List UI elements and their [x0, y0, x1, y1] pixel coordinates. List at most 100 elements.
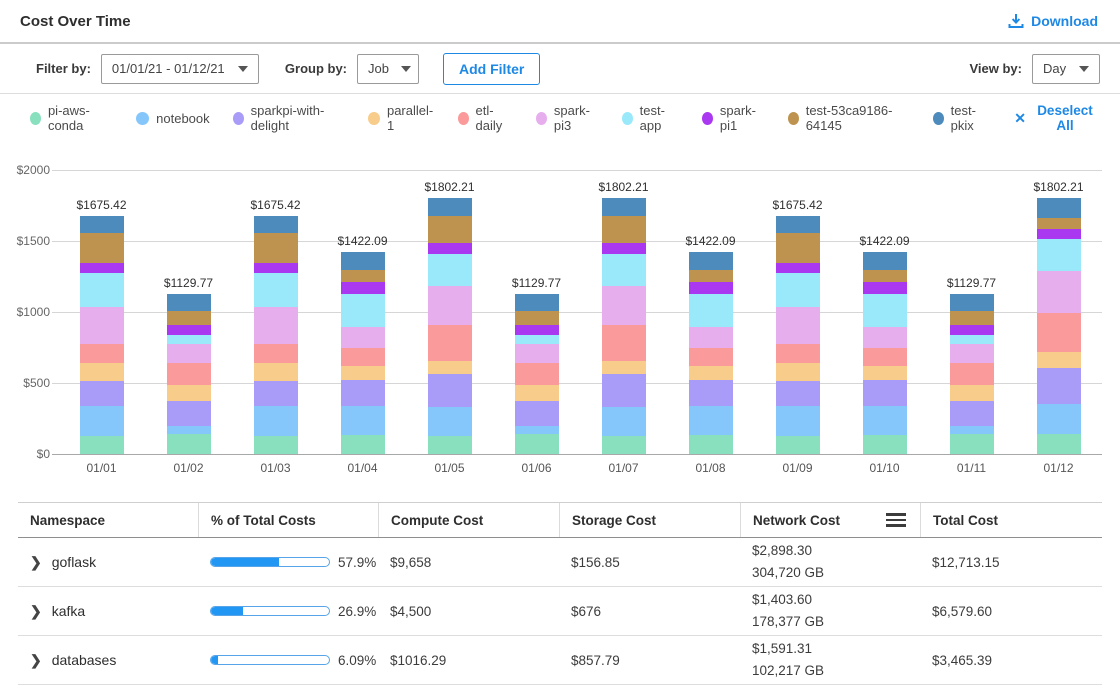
- chevron-right-icon[interactable]: ❯: [30, 652, 42, 669]
- bar-segment-spark-pi1[interactable]: [428, 243, 472, 254]
- legend-item-pi-aws-conda[interactable]: pi-aws-conda: [30, 103, 113, 133]
- namespace-cell[interactable]: ❯goflask: [18, 538, 198, 586]
- bar-segment-notebook[interactable]: [341, 406, 385, 435]
- bar-segment-parallel-1[interactable]: [1037, 352, 1081, 368]
- bar-segment-notebook[interactable]: [689, 406, 733, 435]
- stacked-bar[interactable]: [167, 294, 211, 454]
- bar-segment-test-app[interactable]: [515, 335, 559, 344]
- bar-segment-test-app[interactable]: [776, 273, 820, 307]
- bar-segment-test-app[interactable]: [689, 294, 733, 327]
- stacked-bar[interactable]: [689, 252, 733, 454]
- bar-segment-sparkpi-with-delight[interactable]: [1037, 368, 1081, 404]
- bar-segment-notebook[interactable]: [1037, 404, 1081, 434]
- bar-segment-spark-pi1[interactable]: [80, 263, 124, 273]
- date-range-dropdown[interactable]: 01/01/21 - 01/12/21: [101, 54, 259, 84]
- bar-segment-sparkpi-with-delight[interactable]: [80, 381, 124, 406]
- bar-segment-pi-aws-conda[interactable]: [689, 435, 733, 454]
- bar-segment-spark-pi3[interactable]: [254, 307, 298, 344]
- bar-segment-etl-daily[interactable]: [341, 348, 385, 366]
- bar-segment-test-pkix[interactable]: [1037, 198, 1081, 218]
- bar-segment-etl-daily[interactable]: [80, 344, 124, 364]
- bar-segment-spark-pi1[interactable]: [341, 282, 385, 294]
- bar-segment-sparkpi-with-delight[interactable]: [689, 380, 733, 406]
- bar-segment-spark-pi3[interactable]: [950, 344, 994, 364]
- bar-segment-parallel-1[interactable]: [254, 363, 298, 380]
- bar-segment-test-pkix[interactable]: [863, 252, 907, 270]
- legend-item-spark-pi1[interactable]: spark-pi1: [702, 103, 765, 133]
- bar-segment-spark-pi1[interactable]: [167, 325, 211, 335]
- stacked-bar[interactable]: [602, 198, 646, 454]
- bar-segment-parallel-1[interactable]: [776, 363, 820, 380]
- stacked-bar[interactable]: [80, 216, 124, 454]
- bar-segment-etl-daily[interactable]: [515, 363, 559, 385]
- bar-segment-sparkpi-with-delight[interactable]: [341, 380, 385, 406]
- bar-segment-test-53ca9186-64145[interactable]: [602, 216, 646, 243]
- bar-segment-test-app[interactable]: [863, 294, 907, 327]
- stacked-bar[interactable]: [1037, 198, 1081, 454]
- bar-segment-spark-pi3[interactable]: [341, 327, 385, 349]
- bar-segment-etl-daily[interactable]: [602, 325, 646, 362]
- bar-segment-test-53ca9186-64145[interactable]: [950, 311, 994, 325]
- bar-segment-parallel-1[interactable]: [167, 385, 211, 401]
- bar-segment-test-app[interactable]: [254, 273, 298, 307]
- column-header-storage-cost[interactable]: Storage Cost: [559, 503, 740, 537]
- bar-segment-test-app[interactable]: [950, 335, 994, 344]
- bar-segment-pi-aws-conda[interactable]: [341, 435, 385, 454]
- column-header-total-cost[interactable]: Total Cost: [920, 503, 1102, 537]
- bar-segment-pi-aws-conda[interactable]: [776, 436, 820, 454]
- bar-segment-test-53ca9186-64145[interactable]: [428, 216, 472, 243]
- bar-segment-pi-aws-conda[interactable]: [80, 436, 124, 454]
- bar-segment-test-53ca9186-64145[interactable]: [167, 311, 211, 325]
- bar-segment-test-pkix[interactable]: [341, 252, 385, 270]
- bar-segment-etl-daily[interactable]: [428, 325, 472, 362]
- bar-segment-sparkpi-with-delight[interactable]: [515, 401, 559, 426]
- table-row-goflask[interactable]: ❯goflask57.9%$9,658$156.85$2,898.30304,7…: [18, 538, 1102, 587]
- bar-segment-test-53ca9186-64145[interactable]: [1037, 218, 1081, 229]
- bar-segment-pi-aws-conda[interactable]: [863, 435, 907, 454]
- menu-icon[interactable]: [884, 511, 908, 529]
- bar-segment-parallel-1[interactable]: [515, 385, 559, 401]
- bar-segment-test-pkix[interactable]: [689, 252, 733, 270]
- bar-segment-sparkpi-with-delight[interactable]: [776, 381, 820, 406]
- column-header-namespace[interactable]: Namespace: [18, 503, 198, 537]
- deselect-all-button[interactable]: ✕ Deselect All: [1014, 103, 1096, 133]
- table-row-kafka[interactable]: ❯kafka26.9%$4,500$676$1,403.60178,377 GB…: [18, 587, 1102, 636]
- bar-segment-spark-pi3[interactable]: [863, 327, 907, 349]
- legend-item-test-pkix[interactable]: test-pkix: [933, 103, 991, 133]
- bar-segment-test-app[interactable]: [428, 254, 472, 286]
- bar-segment-etl-daily[interactable]: [1037, 313, 1081, 353]
- bar-segment-sparkpi-with-delight[interactable]: [167, 401, 211, 426]
- bar-segment-pi-aws-conda[interactable]: [254, 436, 298, 454]
- stacked-bar[interactable]: [515, 294, 559, 454]
- stacked-bar[interactable]: [776, 216, 820, 454]
- bar-segment-test-53ca9186-64145[interactable]: [863, 270, 907, 282]
- bar-segment-test-app[interactable]: [1037, 239, 1081, 271]
- bar-segment-test-pkix[interactable]: [254, 216, 298, 233]
- bar-segment-etl-daily[interactable]: [776, 344, 820, 364]
- legend-item-etl-daily[interactable]: etl-daily: [458, 103, 513, 133]
- bar-segment-sparkpi-with-delight[interactable]: [863, 380, 907, 406]
- bar-segment-notebook[interactable]: [167, 426, 211, 434]
- stacked-bar[interactable]: [428, 198, 472, 454]
- namespace-cell[interactable]: ❯kafka: [18, 587, 198, 635]
- bar-segment-test-app[interactable]: [80, 273, 124, 307]
- bar-segment-test-app[interactable]: [602, 254, 646, 286]
- bar-segment-test-pkix[interactable]: [602, 198, 646, 216]
- bar-segment-notebook[interactable]: [254, 406, 298, 436]
- legend-item-sparkpi-with-delight[interactable]: sparkpi-with-delight: [233, 103, 346, 133]
- bar-segment-spark-pi1[interactable]: [1037, 229, 1081, 240]
- bar-segment-test-53ca9186-64145[interactable]: [341, 270, 385, 282]
- bar-segment-test-app[interactable]: [167, 335, 211, 344]
- bar-segment-spark-pi1[interactable]: [515, 325, 559, 335]
- legend-item-test-53ca9186-64145[interactable]: test-53ca9186-64145: [788, 103, 910, 133]
- view-by-dropdown[interactable]: Day: [1032, 54, 1100, 84]
- bar-segment-sparkpi-with-delight[interactable]: [254, 381, 298, 406]
- bar-segment-sparkpi-with-delight[interactable]: [950, 401, 994, 426]
- bar-segment-etl-daily[interactable]: [167, 363, 211, 385]
- bar-segment-spark-pi1[interactable]: [254, 263, 298, 273]
- bar-segment-notebook[interactable]: [80, 406, 124, 436]
- bar-segment-pi-aws-conda[interactable]: [515, 434, 559, 454]
- bar-segment-notebook[interactable]: [602, 407, 646, 436]
- bar-segment-parallel-1[interactable]: [602, 361, 646, 374]
- column-header-network-cost[interactable]: Network Cost: [740, 503, 920, 537]
